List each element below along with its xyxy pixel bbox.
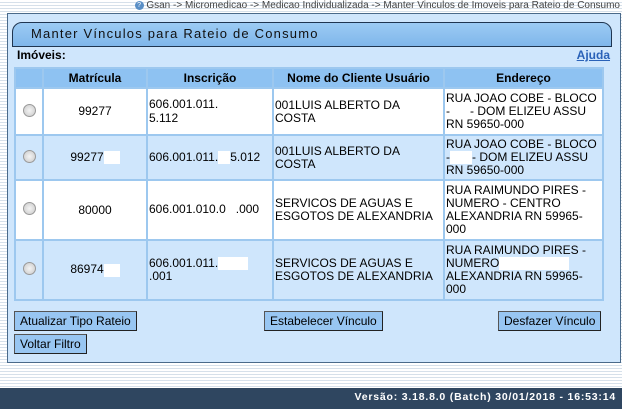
row-radio[interactable]: [22, 202, 36, 215]
help-icon: ?: [134, 0, 144, 10]
endereco-cell: RUA JOAO COBE - BLOCO -- DOM ELIZEU ASSU…: [445, 89, 602, 134]
version-footer: Versão: 3.18.8.0 (Batch) 30/01/2018 - 16…: [0, 388, 622, 409]
header-endereco: Endereço: [445, 69, 602, 87]
endereco-cell: RUA RAIMUNDO PIRES - NUMERO ALEXANDRIA R…: [445, 241, 602, 299]
page-title: Manter Vínculos para Rateio de Consumo: [12, 22, 612, 47]
nome-cell: SERVICOS DE AGUAS E ESGOTOS DE ALEXANDRI…: [274, 241, 443, 299]
row-radio[interactable]: [22, 149, 36, 163]
breadcrumb-text: Gsan -> Micromedicao -> Medicao Individu…: [146, 0, 620, 11]
matricula-cell: 86974: [44, 241, 146, 299]
table-row[interactable]: 86974 606.001.011..001 SERVICOS DE AGUAS…: [16, 241, 602, 299]
atualizar-tipo-rateio-button[interactable]: Atualizar Tipo Rateio: [14, 311, 137, 331]
inscricao-cell: 606.001.011.5.112: [148, 89, 272, 134]
inscricao-cell: 606.001.011. 5.012: [148, 136, 272, 179]
header-matricula: Matrícula: [44, 69, 146, 87]
matricula-cell: 99277: [44, 136, 146, 179]
voltar-filtro-button[interactable]: Voltar Filtro: [14, 334, 87, 354]
matricula-cell: 80000: [44, 181, 146, 239]
row-radio[interactable]: [22, 262, 36, 275]
header-select: [16, 69, 42, 87]
main-panel: Manter Vínculos para Rateio de Consumo I…: [7, 13, 621, 363]
matricula-cell: 99277: [44, 89, 146, 134]
desfazer-vinculo-button[interactable]: Desfazer Vínculo: [498, 311, 602, 331]
imoveis-table: Matrícula Inscrição Nome do Cliente Usuá…: [14, 67, 604, 301]
estabelecer-vinculo-button[interactable]: Estabelecer Vínculo: [264, 311, 383, 331]
inscricao-cell: 606.001.011..001: [148, 241, 272, 299]
imoveis-label: Imóveis:: [17, 48, 66, 62]
header-inscricao: Inscrição: [148, 69, 272, 87]
table-row[interactable]: 99277 606.001.011.5.112 001LUIS ALBERTO …: [16, 89, 602, 134]
help-link[interactable]: Ajuda: [576, 48, 610, 62]
header-nome: Nome do Cliente Usuário: [274, 69, 443, 87]
table-header: Matrícula Inscrição Nome do Cliente Usuá…: [16, 69, 602, 87]
inscricao-cell: 606.001.010.0.000: [148, 181, 272, 239]
table-row[interactable]: 99277 606.001.011. 5.012 001LUIS ALBERTO …: [16, 136, 602, 179]
table-row[interactable]: 80000 606.001.010.0.000 SERVICOS DE AGUA…: [16, 181, 602, 239]
nome-cell: 001LUIS ALBERTO DA COSTA: [274, 136, 443, 179]
nome-cell: SERVICOS DE AGUAS E ESGOTOS DE ALEXANDRI…: [274, 181, 443, 239]
breadcrumb: ? Gsan -> Micromedicao -> Medicao Indivi…: [134, 0, 620, 11]
endereco-cell: RUA JOAO COBE - BLOCO -- DOM ELIZEU ASSU…: [445, 136, 602, 179]
endereco-cell: RUA RAIMUNDO PIRES - NUMERO - CENTRO ALE…: [445, 181, 602, 239]
nome-cell: 001LUIS ALBERTO DA COSTA: [274, 89, 443, 134]
row-radio[interactable]: [22, 103, 36, 117]
